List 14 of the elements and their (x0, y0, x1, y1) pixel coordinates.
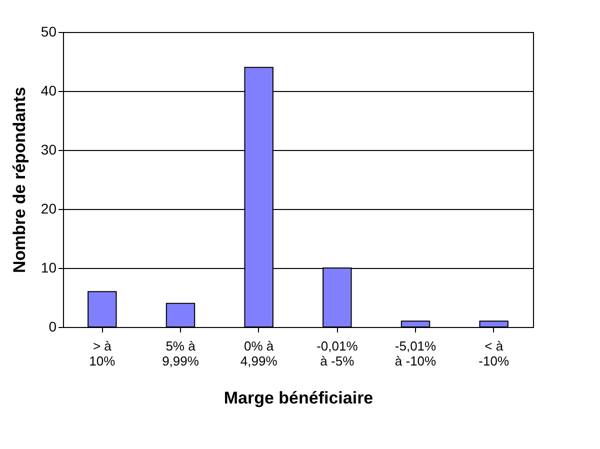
x-tick-label: 0% à 4,99% (240, 338, 278, 368)
y-tick-label: 40 (40, 82, 57, 98)
x-tick-label: -5,01% à -10% (394, 338, 437, 368)
y-axis-title: Nombre de répondants (10, 86, 29, 274)
x-tick-label: > à 10% (89, 338, 116, 368)
y-tick-label: 50 (40, 24, 57, 40)
x-axis-title: Marge bénéficiaire (224, 388, 374, 408)
y-tick-label: 30 (40, 142, 57, 158)
y-tick-label: 20 (40, 200, 57, 216)
x-tick-label: < à -10% (478, 338, 510, 368)
y-tick-label: 0 (48, 318, 57, 334)
y-tick-label: 10 (40, 260, 57, 276)
x-tick-label: -0,01% à -5% (316, 338, 358, 368)
x-tick-label: 5% à 9,99% (162, 338, 200, 368)
